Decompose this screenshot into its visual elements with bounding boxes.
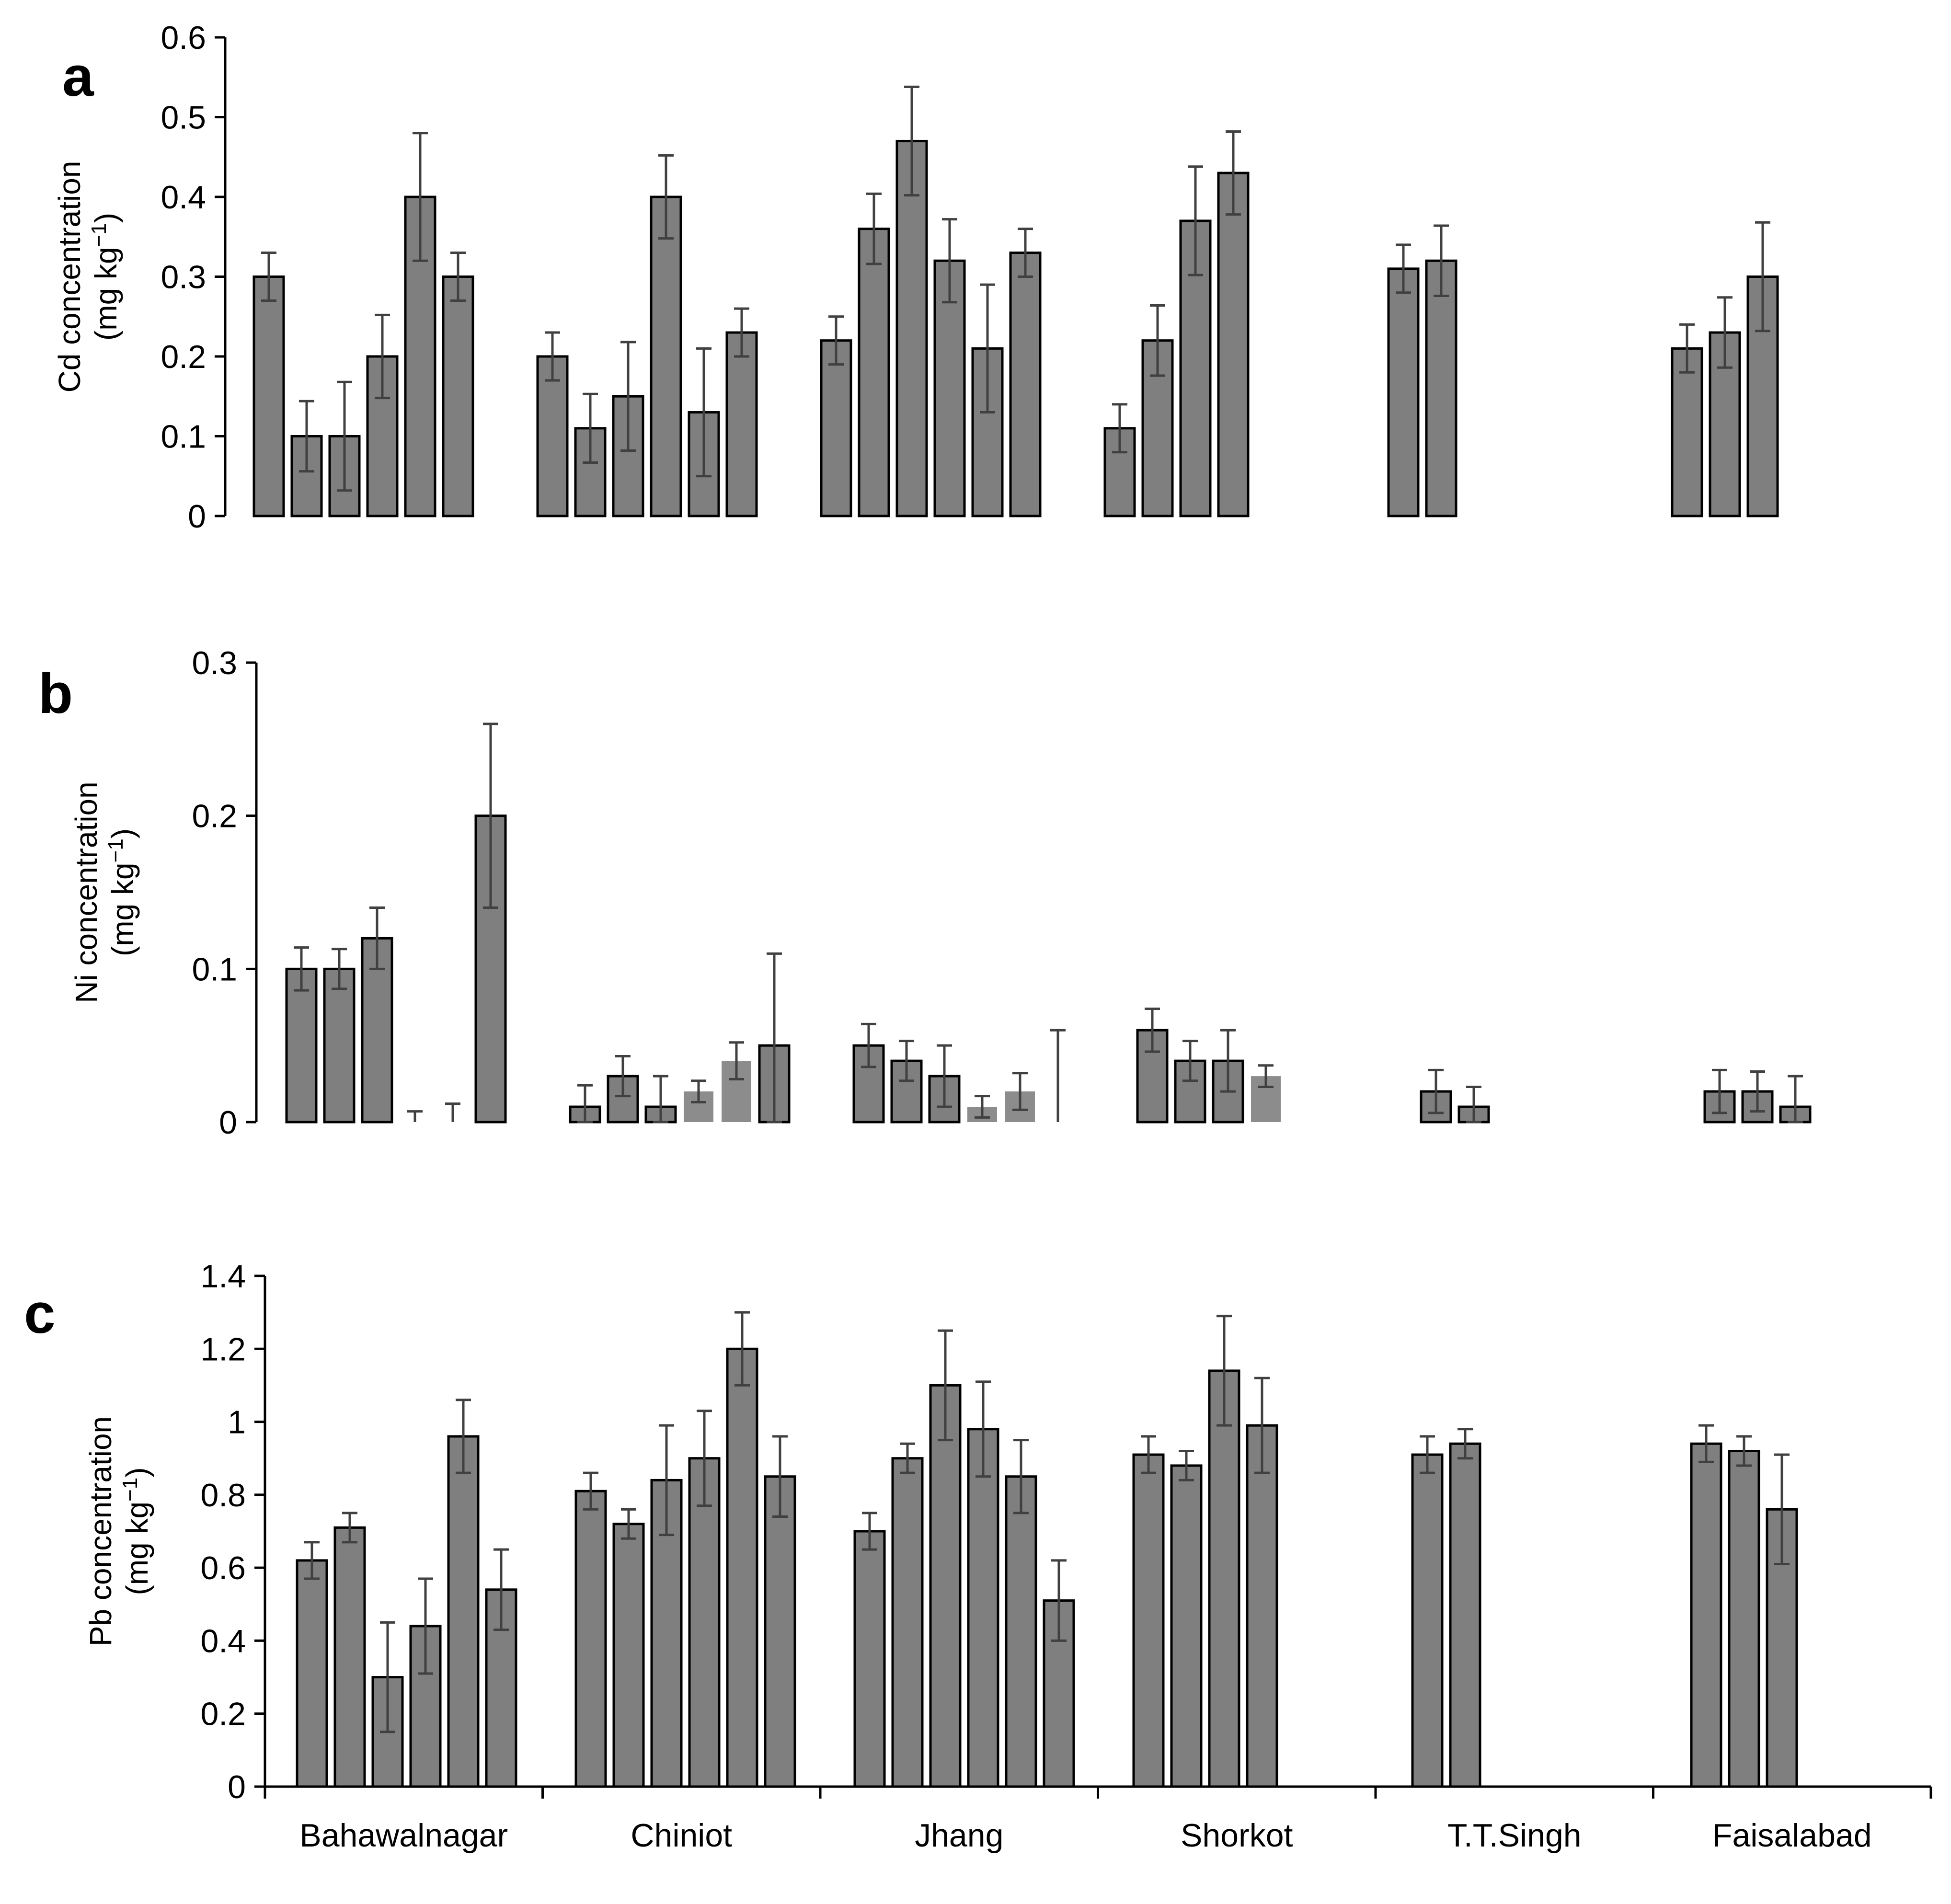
bar [404, 195, 436, 517]
bar [1671, 347, 1703, 517]
y-tick-label: 0.1 [161, 419, 206, 455]
bar [1425, 259, 1458, 517]
bar [612, 1523, 645, 1788]
bar [650, 195, 682, 517]
bar [1009, 252, 1042, 517]
bar [820, 339, 852, 517]
y-tick-label: 1 [228, 1404, 246, 1441]
y-tick-label: 0.6 [200, 1550, 246, 1586]
bar [1411, 1453, 1444, 1788]
y-tick-label: 0.3 [192, 645, 237, 681]
y-tick-label: 0 [188, 498, 206, 535]
x-category-label: Shorkot [1181, 1817, 1293, 1854]
bar [333, 1526, 366, 1788]
bar [764, 1475, 796, 1788]
x-category-label: Faisalabad [1712, 1817, 1872, 1854]
x-category-label: Jhang [915, 1817, 1003, 1854]
bar [725, 331, 758, 517]
bar [853, 1530, 886, 1788]
panel-a-cd-chart: 0 0.1 0.2 0.3 0.4 0.5 0.6 a Cd concentration (mg … [52, 20, 1779, 535]
bar [1005, 1475, 1037, 1788]
bar [1174, 1059, 1206, 1124]
bar [929, 1384, 962, 1788]
y-tick-label: 0.1 [192, 951, 237, 987]
panel-c-pb-chart: 0 0.2 0.4 0.6 0.8 1 1.2 1.4 c Pb concentration (mg… [24, 1258, 1932, 1854]
bar [1246, 1424, 1278, 1788]
x-category-label: T.T.Singh [1447, 1817, 1582, 1854]
bar [726, 1347, 758, 1788]
bar [323, 967, 356, 1124]
y-axis-title-line2: (mg kg−1) [87, 213, 123, 341]
y-tick-label: 0.3 [161, 259, 206, 296]
bar [1690, 1442, 1722, 1788]
y-tick-label: 0.5 [161, 100, 206, 136]
bar [574, 1490, 607, 1788]
y-axis-title-line1: Pb concentration [83, 1416, 118, 1646]
bar [296, 1559, 328, 1788]
panel-letter: b [38, 662, 73, 725]
bar [688, 1457, 721, 1788]
bar [891, 1457, 924, 1788]
bar [252, 275, 285, 517]
x-category-label: Bahawalnagar [299, 1817, 508, 1854]
bar [447, 1435, 480, 1788]
bar [858, 228, 890, 517]
bar [1449, 1442, 1481, 1788]
y-axis-title-line1: Cd concentration [52, 161, 87, 393]
panel-letter: c [24, 1282, 56, 1345]
y-tick-label: 0.4 [200, 1623, 246, 1659]
y-axis-title-line2: (mg kg−1) [104, 828, 140, 956]
bar [442, 275, 474, 517]
y-tick-label: 0.2 [200, 1696, 246, 1732]
bar [536, 355, 569, 517]
bar [1132, 1453, 1165, 1788]
y-axis-title-line1: Ni concentration [69, 781, 103, 1003]
y-tick-label: 0.2 [161, 339, 206, 375]
bar [1728, 1449, 1760, 1788]
y-tick-label: 0.2 [192, 798, 237, 835]
bar [1208, 1369, 1240, 1788]
y-tick-label: 1.4 [200, 1258, 246, 1295]
bar [1170, 1464, 1203, 1788]
y-tick-label: 0 [228, 1769, 246, 1805]
bar [1387, 267, 1420, 517]
y-tick-label: 0 [219, 1104, 237, 1141]
bar [1217, 172, 1250, 517]
bar [285, 967, 318, 1124]
y-tick-label: 0.8 [200, 1477, 246, 1514]
panel-letter: a [62, 45, 94, 108]
y-tick-label: 0.6 [161, 20, 206, 56]
y-axis-title-line2: (mg kg−1) [118, 1467, 154, 1595]
panel-b-ni-chart: 0 0.1 0.2 0.3 b Ni concentration (mg kg−1) [38, 645, 1812, 1141]
bar [895, 139, 928, 517]
x-category-label: Chiniot [631, 1817, 732, 1854]
bar [967, 1428, 999, 1788]
y-tick-label: 1.2 [200, 1331, 246, 1367]
y-tick-label: 0.4 [161, 179, 206, 216]
